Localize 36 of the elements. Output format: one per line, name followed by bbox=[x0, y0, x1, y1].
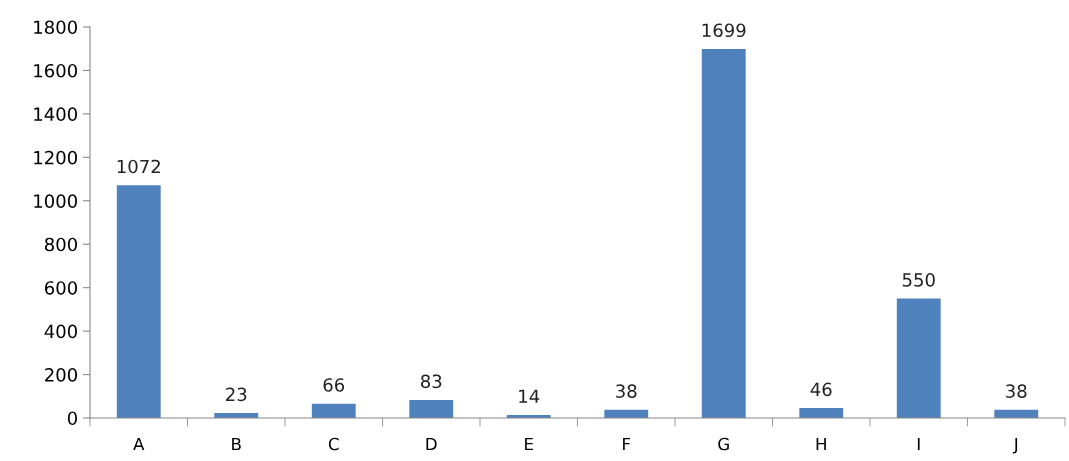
data-label: 23 bbox=[226, 387, 247, 402]
y-tick-label: 800 bbox=[44, 237, 77, 252]
x-tick-label: E bbox=[525, 437, 533, 451]
data-label: 38 bbox=[1006, 384, 1027, 398]
y-tick-label: 1600 bbox=[34, 63, 77, 78]
bar bbox=[799, 408, 844, 418]
x-tick-label: C bbox=[328, 437, 339, 451]
x-tick-label: D bbox=[426, 437, 437, 451]
y-tick-label: 400 bbox=[44, 324, 77, 339]
x-tick-label: A bbox=[133, 437, 145, 451]
x-tick-label: G bbox=[718, 437, 729, 451]
data-label: 66 bbox=[323, 378, 345, 392]
y-tick-label: 0 bbox=[67, 411, 77, 426]
data-label: 14 bbox=[519, 389, 540, 403]
data-label: 1699 bbox=[702, 23, 746, 38]
y-tick-label: 600 bbox=[44, 281, 77, 295]
bar bbox=[409, 399, 454, 418]
y-tick-label: 1000 bbox=[34, 194, 77, 208]
y-tick-label: 1800 bbox=[34, 20, 77, 35]
bar bbox=[701, 48, 746, 418]
data-label: 1072 bbox=[117, 159, 160, 174]
bar bbox=[896, 298, 941, 418]
bar bbox=[311, 403, 356, 418]
x-tick-label: J bbox=[1012, 437, 1018, 454]
x-tick-label: I bbox=[917, 437, 920, 451]
data-label: 38 bbox=[616, 384, 637, 398]
y-tick-label: 200 bbox=[45, 368, 77, 382]
x-tick-label: B bbox=[232, 437, 241, 451]
bar bbox=[116, 185, 161, 418]
x-tick-label: F bbox=[623, 437, 631, 451]
y-tick-label: 1400 bbox=[34, 107, 77, 122]
data-label: 550 bbox=[902, 273, 935, 287]
data-label: 83 bbox=[420, 374, 442, 389]
data-label: 46 bbox=[810, 382, 832, 397]
y-tick-label: 1200 bbox=[34, 150, 77, 165]
x-tick-label: H bbox=[816, 437, 826, 451]
